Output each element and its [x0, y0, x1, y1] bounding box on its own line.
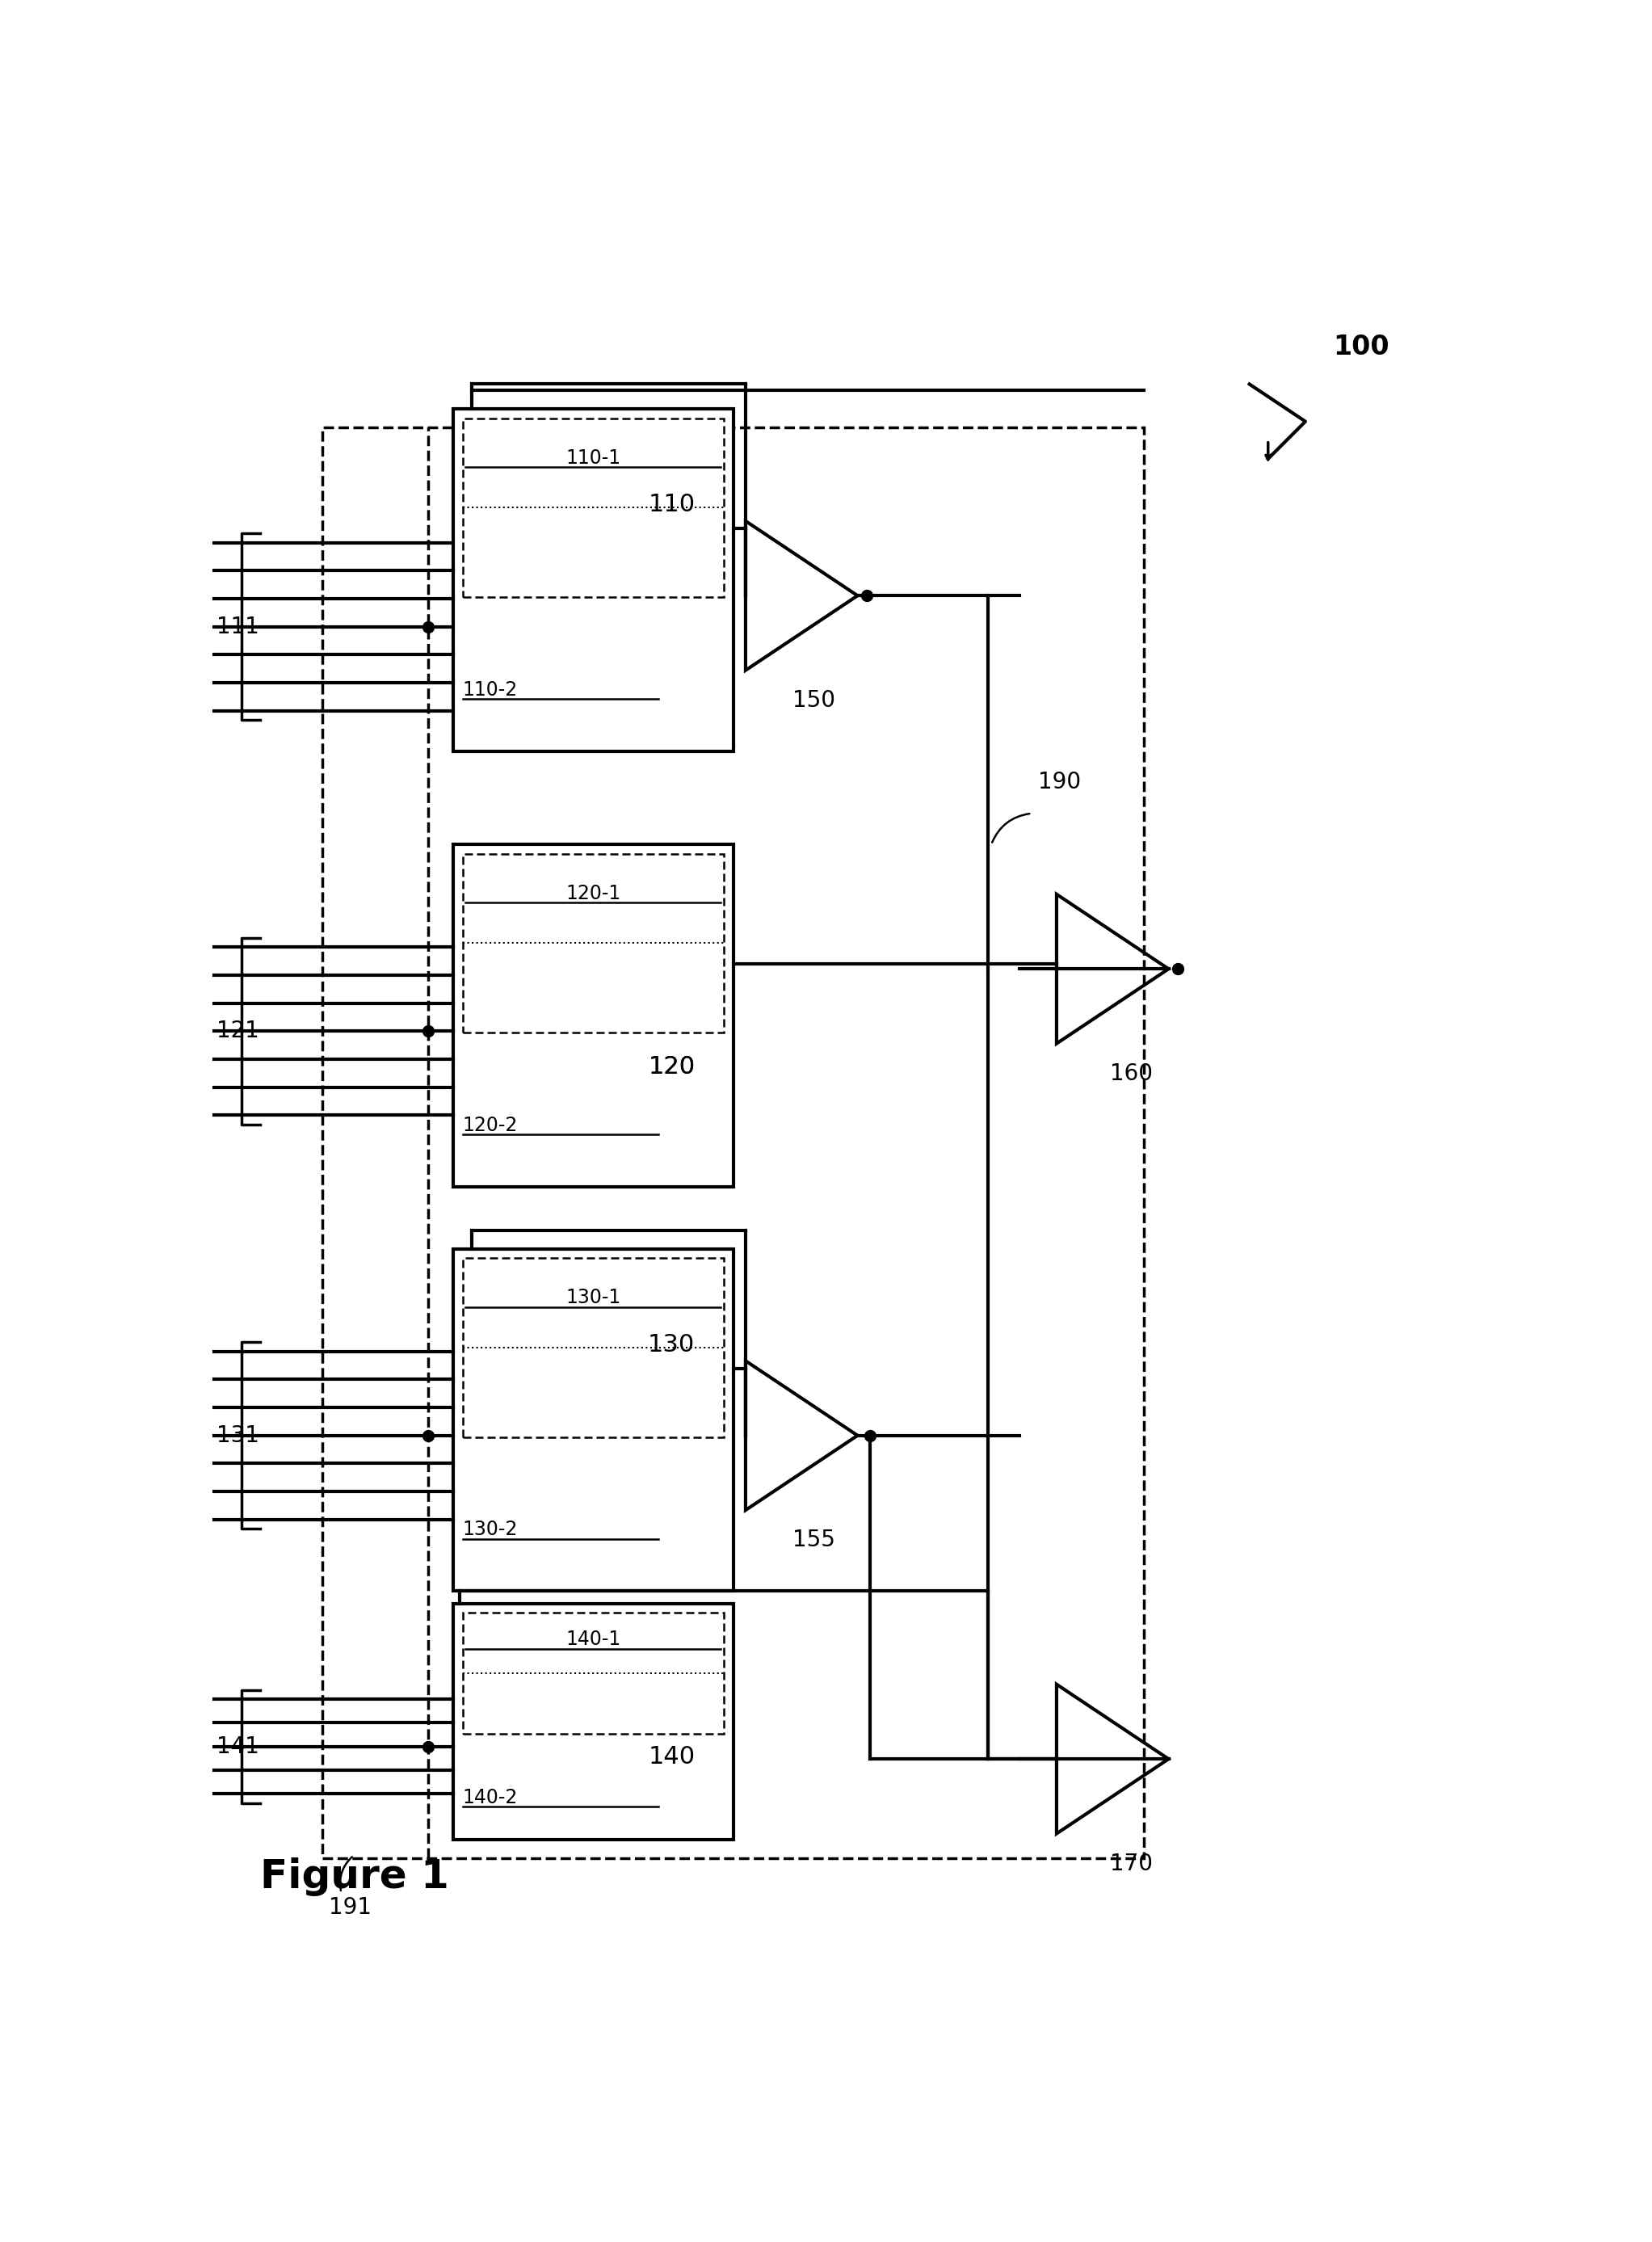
Bar — [453, 408, 733, 751]
Bar — [463, 854, 724, 1034]
Text: 100: 100 — [1333, 334, 1389, 361]
Text: 130: 130 — [648, 1334, 695, 1356]
Text: 140-2: 140-2 — [463, 1787, 517, 1807]
Text: 111: 111 — [216, 617, 259, 639]
Text: 120-2: 120-2 — [463, 1114, 517, 1134]
Text: 110-2: 110-2 — [463, 679, 517, 700]
Bar — [322, 428, 1143, 1859]
Text: 140-1: 140-1 — [565, 1630, 621, 1650]
Bar — [453, 845, 733, 1186]
Bar — [463, 1258, 724, 1437]
Text: 191: 191 — [329, 1897, 372, 1919]
Text: 160: 160 — [1110, 1063, 1153, 1085]
Text: Figure 1: Figure 1 — [261, 1856, 449, 1897]
Text: 130-2: 130-2 — [463, 1520, 517, 1538]
Text: 120-1: 120-1 — [565, 883, 621, 904]
Text: 140: 140 — [648, 1747, 695, 1769]
Text: 150: 150 — [793, 688, 836, 711]
Text: 130-1: 130-1 — [565, 1287, 621, 1307]
Text: 131: 131 — [216, 1424, 259, 1446]
Text: 121: 121 — [216, 1020, 259, 1043]
Bar — [463, 419, 724, 596]
Text: 190: 190 — [1037, 771, 1080, 794]
Text: 120: 120 — [648, 1056, 695, 1078]
Text: 120: 120 — [648, 1056, 695, 1078]
Text: 170: 170 — [1110, 1852, 1153, 1874]
Text: 141: 141 — [216, 1735, 259, 1758]
Text: 110: 110 — [648, 493, 695, 516]
Bar — [463, 1612, 724, 1733]
Text: 155: 155 — [793, 1529, 836, 1551]
Text: 110-1: 110-1 — [565, 448, 621, 466]
Bar — [453, 1249, 733, 1592]
Bar — [453, 1603, 733, 1841]
